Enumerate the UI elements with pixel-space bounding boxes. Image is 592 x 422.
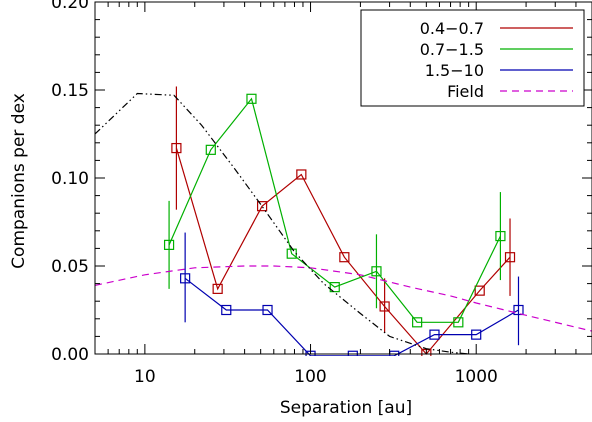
data-point-0-7: [474, 285, 485, 296]
data-point-2-7: [471, 329, 482, 340]
data-point-2-2: [262, 304, 273, 316]
legend: 0.4−0.7 0.7−1.5 1.5−10 Field: [360, 9, 585, 107]
x-tick-label: 100: [294, 367, 326, 387]
series-line-3: [95, 265, 592, 332]
plot-area: [95, 86, 592, 356]
data-point-0-4: [339, 252, 350, 263]
y-axis-title: Companions per dex: [9, 93, 29, 269]
y-tick-label: 0.15: [51, 81, 89, 101]
y-tick-label: 0.00: [51, 345, 89, 365]
data-point-2-1: [221, 304, 232, 316]
series-group: [95, 86, 592, 356]
data-point-2-0: [180, 273, 191, 284]
data-point-0-5: [379, 301, 390, 312]
series-line-2: [184, 277, 519, 356]
legend-label: Field: [447, 82, 484, 101]
y-tick-label: 0.05: [51, 257, 89, 277]
data-point-0-8: [504, 252, 516, 263]
legend-label: 0.7−1.5: [420, 40, 484, 59]
data-point-1-0: [163, 239, 175, 250]
y-tick-label: 0.10: [51, 169, 89, 189]
axes: 0.00 0.05 0.10 0.15 0.20 10 100 1000: [51, 0, 592, 387]
data-point-2-6: [429, 329, 440, 340]
data-point-0-0: [171, 142, 182, 154]
series-line-0: [175, 147, 511, 355]
series-line-1: [168, 97, 501, 323]
data-point-2-4: [347, 350, 358, 356]
data-point-0-2: [256, 201, 268, 212]
x-tick-label: 10: [134, 367, 156, 387]
data-point-0-1: [212, 283, 223, 294]
legend-box: [360, 9, 585, 107]
legend-label: 0.4−0.7: [420, 19, 484, 38]
data-point-1-6: [412, 317, 423, 328]
x-tick-label: 1000: [455, 367, 498, 387]
data-point-0-3: [296, 169, 307, 180]
data-point-1-4: [329, 282, 340, 293]
series-line-4: [95, 92, 469, 355]
data-point-2-5: [389, 350, 400, 356]
data-point-1-5: [371, 266, 382, 277]
legend-label: 1.5−10: [425, 61, 484, 80]
x-axis-title: Separation [au]: [280, 398, 412, 418]
data-point-1-7: [453, 317, 464, 328]
data-point-2-8: [513, 304, 524, 316]
y-tick-label: 0.20: [51, 0, 89, 13]
data-point-1-2: [246, 93, 257, 104]
data-point-1-1: [205, 144, 216, 155]
data-point-1-8: [495, 230, 506, 242]
